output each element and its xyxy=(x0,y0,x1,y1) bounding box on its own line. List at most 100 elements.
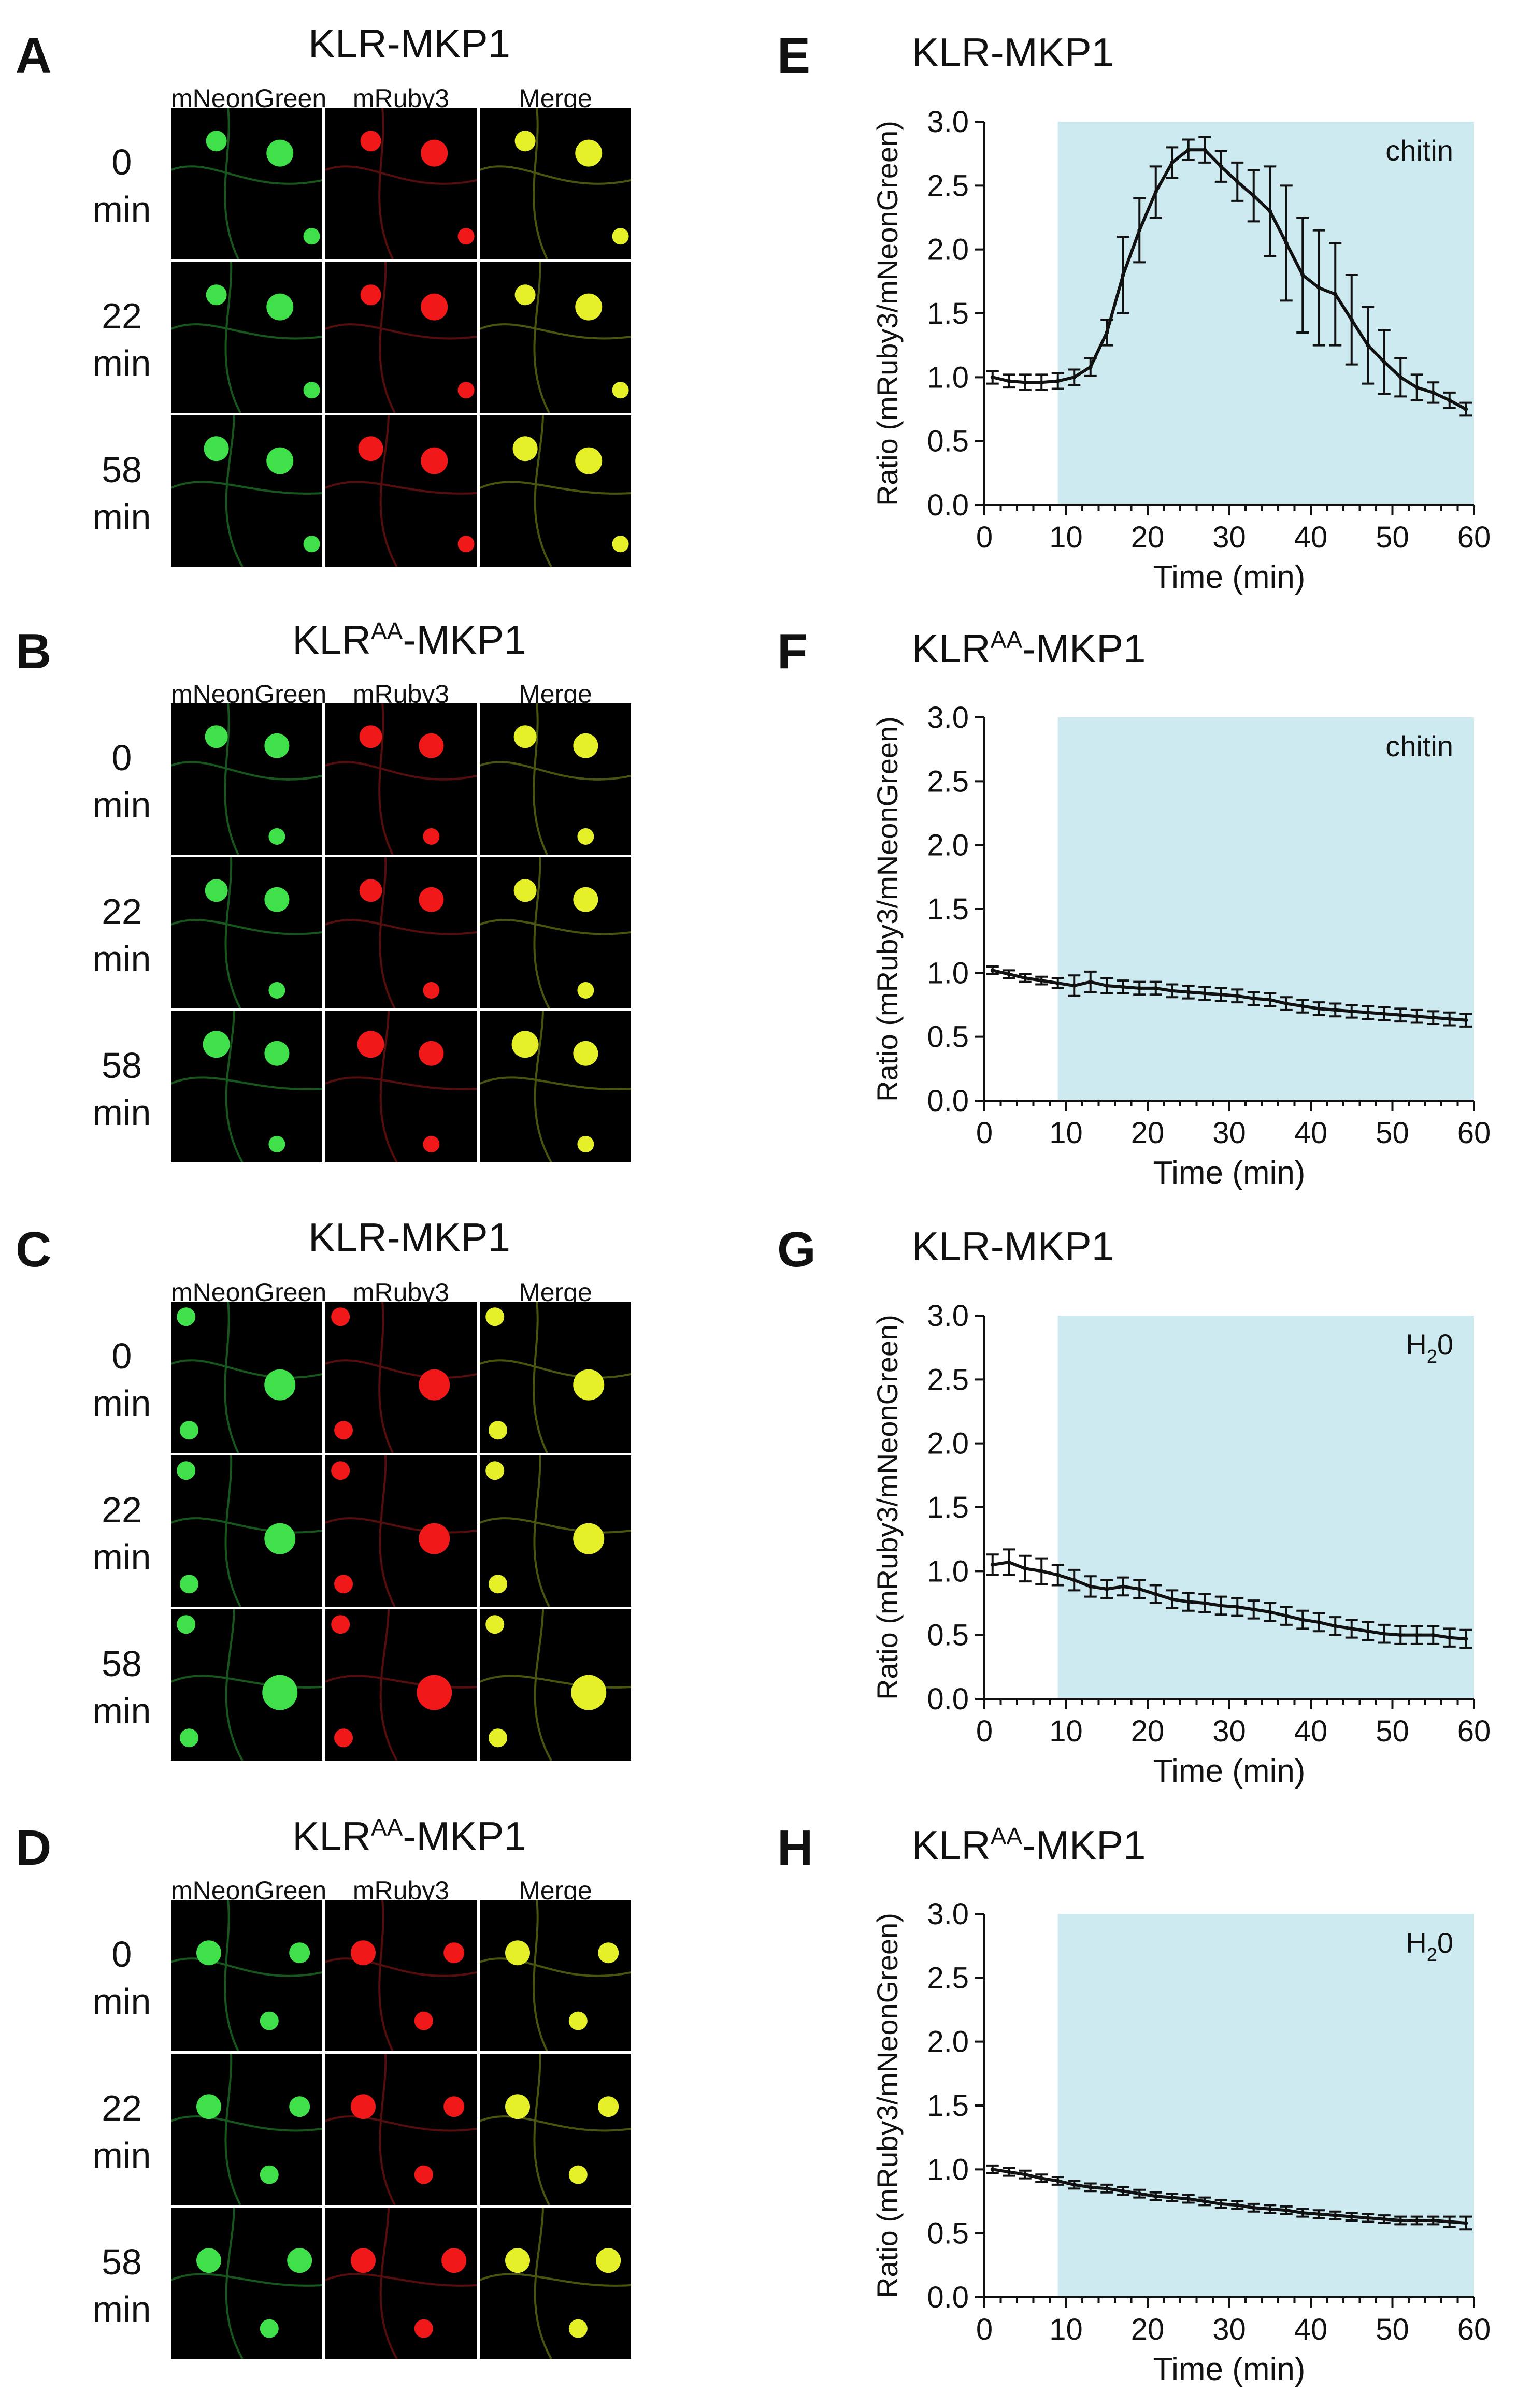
data-point xyxy=(1464,2221,1468,2225)
nucleus-spot xyxy=(331,1615,350,1634)
nucleus-spot xyxy=(180,1421,198,1439)
nucleus-spot xyxy=(203,1031,230,1058)
nucleus-spot xyxy=(443,2096,464,2117)
cell-wall-outline xyxy=(480,857,631,1008)
timepoint-unit: min xyxy=(73,1688,171,1735)
merge-image xyxy=(480,262,631,413)
nucleus-spot xyxy=(423,982,439,999)
nucleus-spot xyxy=(177,1461,195,1480)
data-point xyxy=(1170,1597,1174,1602)
y-tick-label: 0.0 xyxy=(927,2281,969,2314)
y-tick-label: 2.5 xyxy=(927,169,969,203)
y-tick-label: 0.5 xyxy=(927,1020,969,1054)
nucleus-spot xyxy=(575,140,602,167)
title-superscript: AA xyxy=(371,617,403,644)
merge-image xyxy=(480,857,631,1008)
y-tick-label: 1.0 xyxy=(927,361,969,394)
panel-letter: H xyxy=(777,1823,813,1873)
merge-image xyxy=(480,1609,631,1761)
panel-e-chart: E KLR-MKP1 0.0 0.5 1.0 1.5 2.0 2.5 3.0 0 10 20 30 40 5… xyxy=(860,0,1517,590)
data-point xyxy=(1235,2203,1239,2207)
nucleus-spot xyxy=(423,1136,439,1152)
data-point xyxy=(1137,1587,1141,1591)
panel-letter: A xyxy=(16,31,51,81)
data-point xyxy=(1366,1629,1370,1633)
cell-wall-outline xyxy=(480,2208,631,2359)
data-point xyxy=(1284,2208,1289,2212)
y-tick-label: 0.0 xyxy=(927,1682,969,1716)
y-tick-label: 1.5 xyxy=(927,892,969,926)
treatment-text: chitin xyxy=(1385,134,1453,167)
data-point xyxy=(991,968,995,972)
data-point xyxy=(1056,981,1060,985)
data-point xyxy=(1268,2207,1272,2211)
x-tick-label: 60 xyxy=(1457,1116,1491,1150)
title-end: -MKP1 xyxy=(403,1813,526,1859)
red-channel-image xyxy=(325,857,477,1008)
data-point xyxy=(1072,984,1076,988)
data-point xyxy=(1089,980,1093,984)
timepoint-unit: min xyxy=(73,2132,171,2179)
data-point xyxy=(1268,998,1272,1002)
data-point xyxy=(1007,2170,1011,2174)
data-point xyxy=(1039,1569,1043,1573)
nucleus-spot xyxy=(357,1031,384,1058)
merge-image xyxy=(480,703,631,855)
x-tick-label: 50 xyxy=(1376,1116,1409,1150)
timepoint-label: 22 min xyxy=(73,293,171,387)
cell-wall-outline xyxy=(325,857,477,1008)
data-point xyxy=(1366,2216,1370,2220)
data-point xyxy=(1170,989,1174,993)
panel-title: KLRAA-MKP1 xyxy=(171,619,648,660)
data-point xyxy=(1121,1584,1125,1589)
y-tick-label: 0.0 xyxy=(927,1084,969,1118)
y-tick-label: 3.0 xyxy=(927,105,969,139)
nucleus-spot xyxy=(289,2096,310,2117)
nucleus-spot xyxy=(514,725,537,748)
y-axis-label: Ratio (mRuby3/mNeonGreen) xyxy=(871,1913,904,2298)
panel-letter: F xyxy=(777,627,808,676)
x-tick-label: 0 xyxy=(976,2313,993,2346)
x-tick-label: 30 xyxy=(1212,521,1246,554)
data-point xyxy=(1300,1618,1305,1622)
nucleus-spot xyxy=(206,284,227,305)
cell-wall-outline xyxy=(325,415,477,567)
merge-image xyxy=(480,1900,631,2051)
nucleus-spot xyxy=(421,294,448,321)
nucleus-spot xyxy=(514,879,537,902)
nucleus-spot xyxy=(260,2319,279,2338)
green-channel-image xyxy=(171,1455,322,1607)
cell-wall-outline xyxy=(171,1900,322,2051)
green-channel-image xyxy=(171,1900,322,2051)
nucleus-spot xyxy=(489,1575,507,1593)
data-point xyxy=(1023,976,1027,980)
cell-wall-outline xyxy=(480,1900,631,2051)
nucleus-spot xyxy=(458,536,475,552)
data-point xyxy=(1121,273,1125,277)
data-point xyxy=(1448,1017,1452,1021)
data-point xyxy=(1350,1009,1354,1013)
x-tick-label: 20 xyxy=(1131,1116,1165,1150)
nucleus-spot xyxy=(334,1728,353,1747)
nucleus-spot xyxy=(489,1728,507,1747)
nucleus-spot xyxy=(489,1421,507,1439)
nucleus-spot xyxy=(206,131,227,151)
nucleus-spot xyxy=(351,2094,376,2119)
nucleus-spot xyxy=(266,294,293,321)
green-channel-image xyxy=(171,2054,322,2205)
nucleus-spot xyxy=(331,1307,350,1326)
data-point xyxy=(1137,2191,1141,2196)
green-channel-image xyxy=(171,1609,322,1761)
data-point xyxy=(1268,209,1272,213)
data-point xyxy=(1203,1601,1207,1605)
nucleus-spot xyxy=(414,2319,433,2338)
red-channel-image xyxy=(325,1609,477,1761)
timepoint-unit: min xyxy=(73,1534,171,1581)
nucleus-spot xyxy=(596,2248,621,2273)
nucleus-spot xyxy=(266,448,293,474)
y-tick-label: 2.0 xyxy=(927,1427,969,1461)
y-tick-label: 1.0 xyxy=(927,956,969,990)
data-point xyxy=(1317,2212,1321,2216)
data-point xyxy=(1398,375,1402,379)
chart-svg: 0.00.51.01.52.02.53.00 10 20 30 40 50 60Time (… xyxy=(860,596,1517,1186)
